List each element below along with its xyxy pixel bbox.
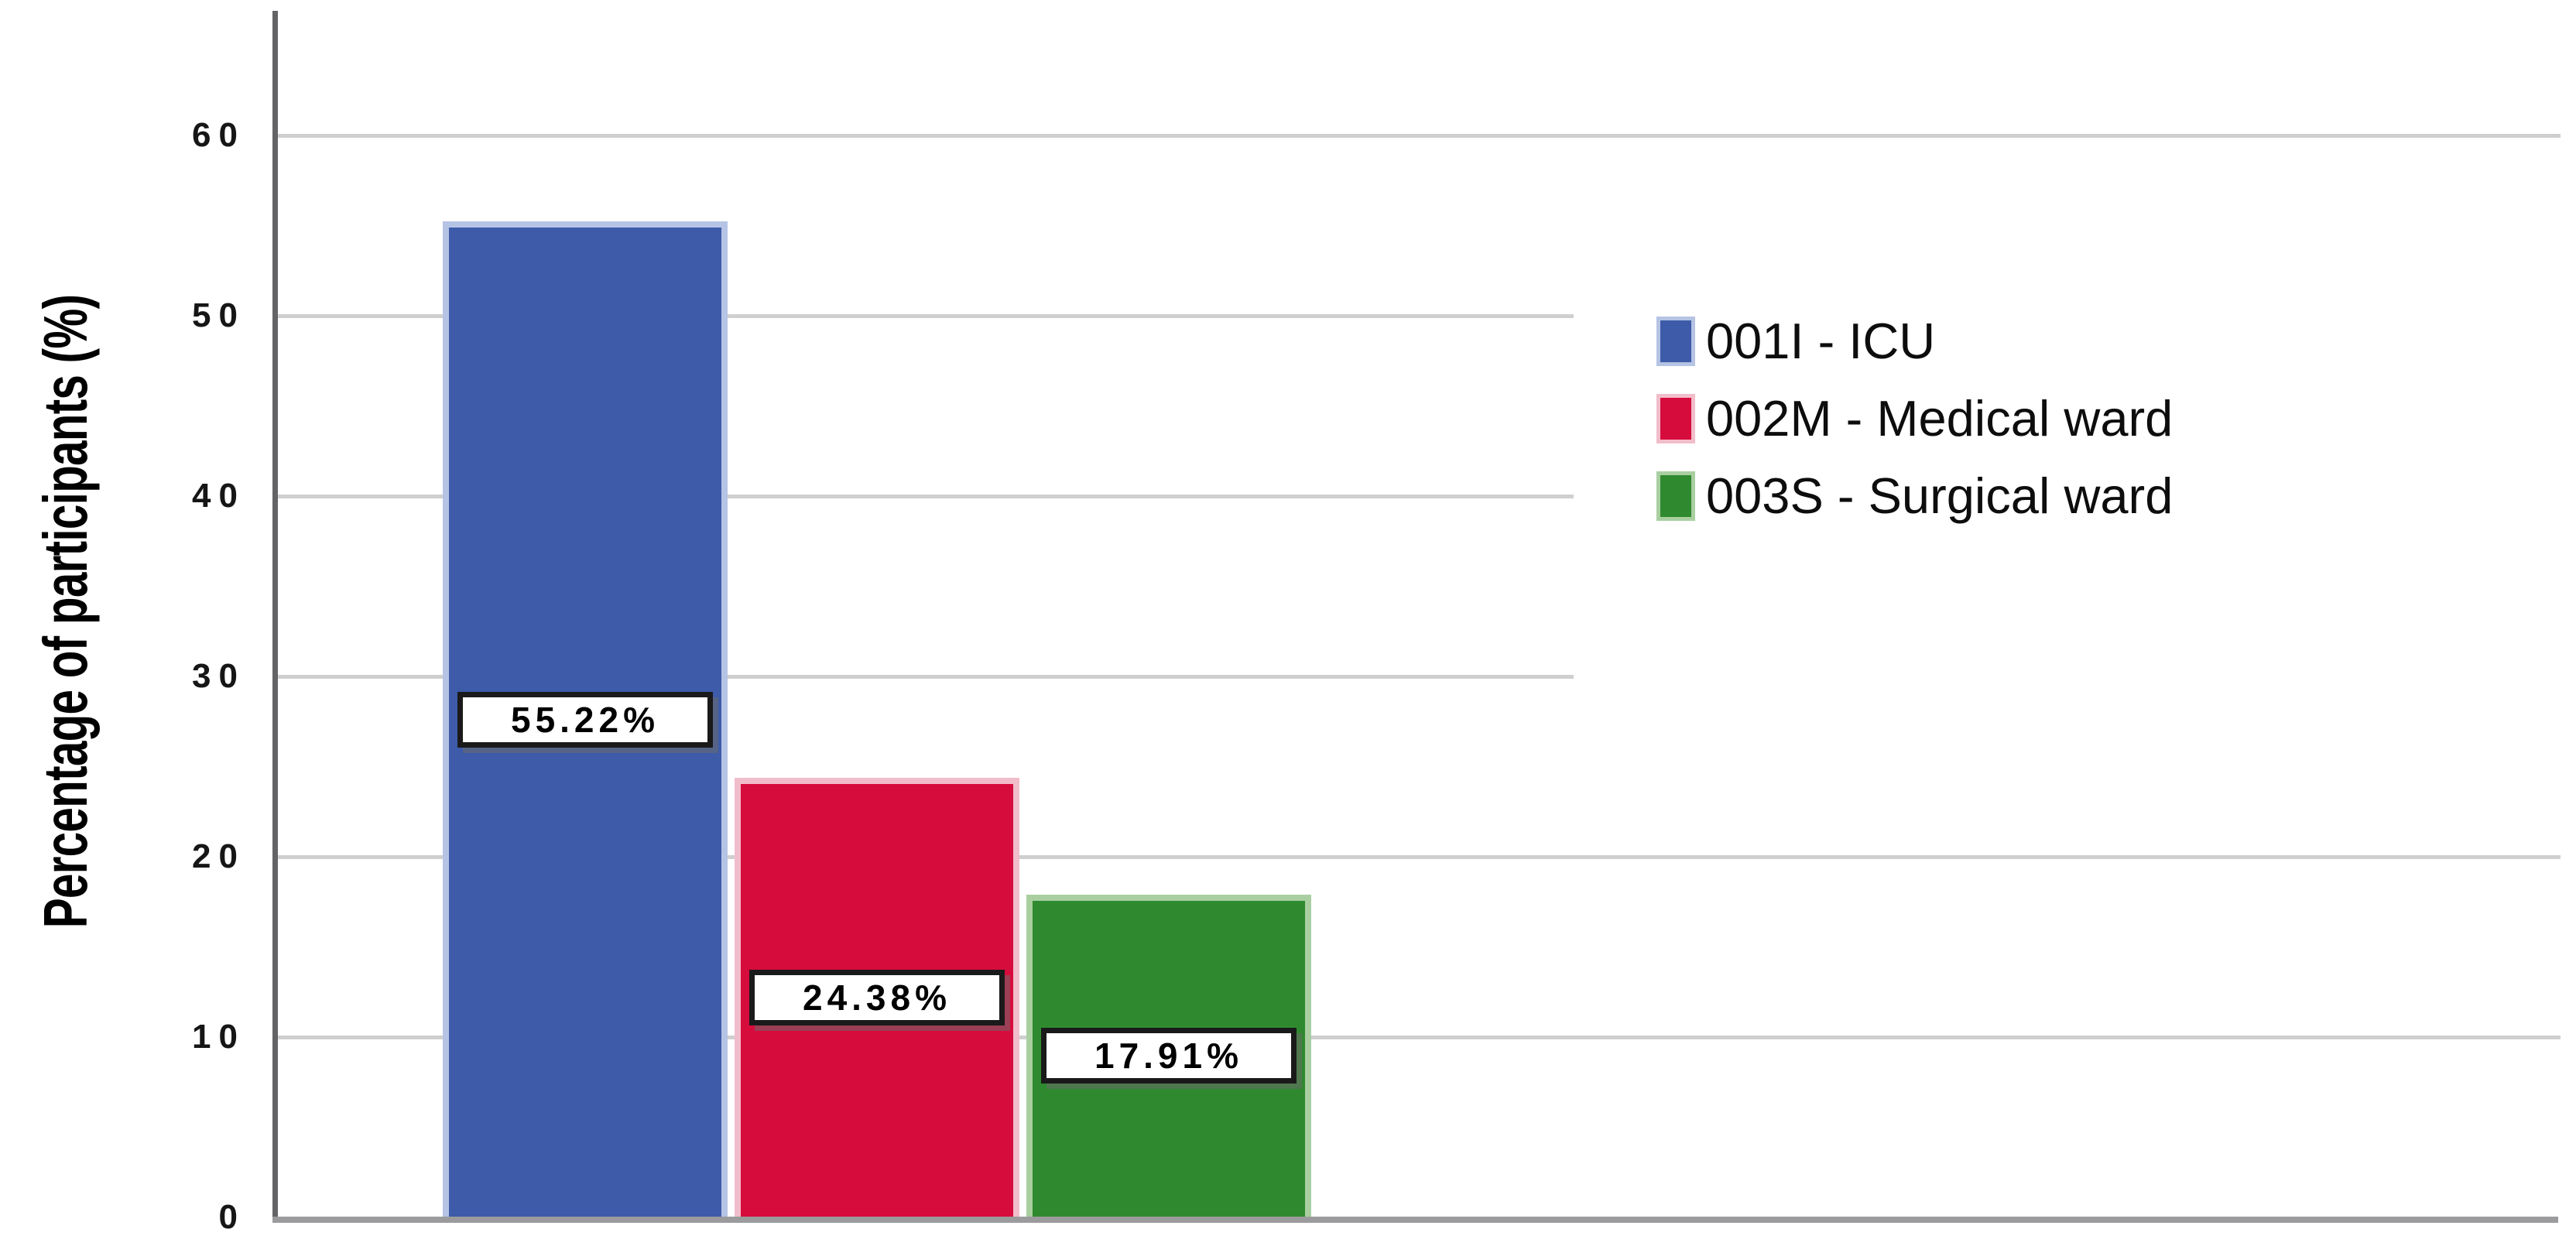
- y-axis-line: [272, 11, 278, 1220]
- y-tick-label-30: 30: [192, 657, 245, 695]
- bar-value-label-1: 55.22%: [457, 691, 713, 748]
- gridline-20: [277, 855, 2561, 859]
- bar-value-label-2: 24.38%: [749, 969, 1005, 1025]
- legend-label-3: 003S - Surgical ward: [1706, 467, 2174, 524]
- legend-swatch-3: [1656, 471, 1695, 521]
- gridline-10: [277, 1036, 2561, 1039]
- legend-item-3: 003S - Surgical ward: [1656, 467, 2173, 525]
- y-tick-label-40: 40: [192, 477, 245, 515]
- x-axis-line: [272, 1217, 2558, 1223]
- y-tick-label-0: 0: [218, 1198, 245, 1236]
- y-tick-label-60: 60: [192, 116, 245, 154]
- y-tick-label-50: 50: [192, 296, 245, 334]
- legend-swatch-2: [1656, 394, 1695, 443]
- legend-item-2: 002M - Medical ward: [1656, 390, 2173, 447]
- legend-item-1: 001I - ICU: [1656, 313, 1935, 370]
- y-tick-label-20: 20: [192, 837, 245, 875]
- gridline-30: [277, 675, 1574, 679]
- legend-label-2: 002M - Medical ward: [1706, 390, 2174, 447]
- gridline-40: [277, 495, 1574, 498]
- gridline-50: [277, 314, 1574, 318]
- gridline-60: [277, 134, 2561, 138]
- legend-swatch-1: [1656, 317, 1695, 366]
- legend-label-1: 001I - ICU: [1706, 313, 1936, 369]
- y-tick-label-10: 10: [192, 1018, 245, 1056]
- bar-value-label-3: 17.91%: [1041, 1028, 1297, 1084]
